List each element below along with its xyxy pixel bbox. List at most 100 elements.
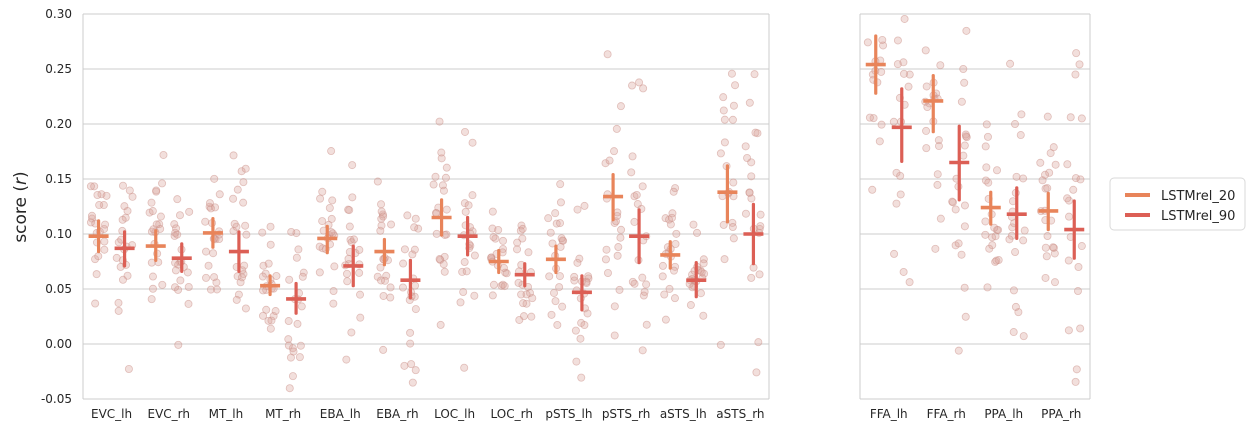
subject-point-LSTMrel_90-FFA_lh [905, 70, 914, 79]
subject-point-LSTMrel_20-FFA_lh [868, 185, 877, 194]
subject-point-LSTMrel_90-EVC_lh [119, 181, 128, 190]
subject-point-LSTMrel_90-PPA_rh [1077, 114, 1086, 123]
subject-point-LSTMrel_20-MT_rh [259, 311, 268, 320]
x-tick-label-FFA_lh: FFA_lh [870, 407, 908, 421]
x-tick-label-EBA_rh: EBA_rh [376, 407, 418, 421]
subject-point-LSTMrel_20-LOC_lh [431, 172, 440, 181]
subject-point-LSTMrel_20-PPA_lh [988, 241, 997, 250]
subject-point-LSTMrel_90-EBA_lh [348, 193, 357, 202]
subject-point-LSTMrel_90-FFA_lh [899, 267, 908, 276]
subject-point-LSTMrel_90-aSTS_rh [745, 98, 754, 107]
subject-point-LSTMrel_90-FFA_rh [957, 97, 966, 106]
subject-point-LSTMrel_90-LOC_rh [513, 245, 522, 254]
subject-point-LSTMrel_90-aSTS_lh [697, 268, 706, 277]
marks-layer [88, 34, 1085, 315]
subject-point-LSTMrel_20-MT_lh [205, 199, 214, 208]
subject-point-LSTMrel_20-pSTS_lh [544, 214, 553, 223]
subject-point-LSTMrel_20-pSTS_lh [546, 228, 555, 237]
subject-point-LSTMrel_20-PPA_lh [982, 163, 991, 172]
subject-point-LSTMrel_90-FFA_lh [900, 14, 909, 23]
subject-point-LSTMrel_20-pSTS_rh [614, 243, 623, 252]
subject-point-LSTMrel_90-PPA_rh [1075, 60, 1084, 69]
subject-point-LSTMrel_90-LOC_rh [517, 290, 526, 299]
subject-point-LSTMrel_20-FFA_lh [877, 120, 886, 129]
subject-point-LSTMrel_90-EVC_lh [118, 275, 127, 284]
subject-point-LSTMrel_20-aSTS_rh [727, 69, 736, 78]
subject-point-LSTMrel_90-FFA_lh [905, 278, 914, 287]
subject-point-LSTMrel_90-PPA_lh [1011, 120, 1020, 129]
subject-point-LSTMrel_20-PPA_rh [1041, 170, 1050, 179]
subject-point-LSTMrel_90-aSTS_lh [689, 220, 698, 229]
subject-point-LSTMrel_20-FFA_rh [921, 46, 930, 55]
subject-point-LSTMrel_20-PPA_rh [1043, 232, 1052, 241]
subject-point-LSTMrel_20-pSTS_rh [602, 245, 611, 254]
subject-point-LSTMrel_20-EBA_lh [318, 187, 327, 196]
subject-point-LSTMrel_20-MT_lh [210, 174, 219, 183]
subject-point-LSTMrel_20-EVC_lh [93, 191, 102, 200]
subject-point-LSTMrel_20-FFA_rh [934, 136, 943, 145]
subject-point-LSTMrel_90-MT_lh [239, 178, 248, 187]
subject-point-LSTMrel_90-PPA_rh [1077, 242, 1086, 251]
subject-point-LSTMrel_90-PPA_rh [1071, 174, 1080, 183]
subject-point-LSTMrel_90-pSTS_lh [580, 201, 589, 210]
subject-point-LSTMrel_90-MT_lh [232, 295, 241, 304]
subject-point-LSTMrel_20-pSTS_rh [605, 156, 614, 165]
subject-point-LSTMrel_20-aSTS_rh [716, 340, 725, 349]
subject-point-LSTMrel_90-PPA_rh [1069, 185, 1078, 194]
subject-point-LSTMrel_90-pSTS_rh [635, 78, 644, 87]
subject-point-LSTMrel_90-PPA_rh [1073, 287, 1082, 296]
subject-point-LSTMrel_20-MT_lh [211, 203, 220, 212]
subject-point-LSTMrel_90-EBA_rh [406, 339, 415, 348]
subject-point-LSTMrel_90-PPA_rh [1064, 256, 1073, 265]
grid-layer [83, 13, 1090, 400]
subject-point-LSTMrel_90-MT_lh [230, 219, 239, 228]
subject-point-LSTMrel_20-EVC_rh [147, 198, 156, 207]
subject-point-LSTMrel_90-EBA_rh [403, 211, 412, 220]
subject-point-LSTMrel_90-aSTS_rh [754, 338, 763, 347]
subject-point-LSTMrel_90-FFA_rh [961, 312, 970, 321]
subject-point-LSTMrel_20-PPA_lh [983, 283, 992, 292]
subject-point-LSTMrel_20-aSTS_lh [658, 261, 667, 270]
y-tick-label-2: 0.05 [45, 282, 72, 296]
y-tick-label-1: 0.00 [45, 337, 72, 351]
subject-point-LSTMrel_20-EBA_lh [329, 299, 338, 308]
subject-point-LSTMrel_20-FFA_rh [923, 102, 932, 111]
subject-point-LSTMrel_90-aSTS_lh [686, 301, 695, 310]
subject-point-LSTMrel_90-pSTS_rh [642, 280, 651, 289]
subject-point-LSTMrel_20-FFA_lh [877, 67, 886, 76]
subject-point-LSTMrel_20-pSTS_lh [551, 297, 560, 306]
subject-point-LSTMrel_20-EBA_rh [373, 177, 382, 186]
subject-point-LSTMrel_20-aSTS_rh [728, 218, 737, 227]
subject-point-LSTMrel_90-PPA_rh [1076, 324, 1085, 333]
subject-point-LSTMrel_90-FFA_rh [960, 141, 969, 150]
subject-point-LSTMrel_90-EBA_rh [411, 214, 420, 223]
subject-point-LSTMrel_20-PPA_lh [981, 142, 990, 151]
subject-point-LSTMrel_20-pSTS_lh [545, 272, 554, 281]
subject-point-LSTMrel_20-LOC_rh [494, 225, 503, 234]
subject-point-LSTMrel_90-EBA_lh [347, 328, 356, 337]
subject-point-LSTMrel_90-PPA_lh [1019, 332, 1028, 341]
subject-point-LSTMrel_20-LOC_rh [488, 291, 497, 300]
subject-point-LSTMrel_20-MT_rh [266, 222, 275, 231]
subject-point-LSTMrel_90-EVC_rh [185, 207, 194, 216]
subject-point-LSTMrel_20-FFA_rh [931, 244, 940, 253]
subject-point-LSTMrel_90-EVC_rh [170, 220, 179, 229]
subject-point-LSTMrel_20-PPA_rh [1045, 168, 1054, 177]
subject-point-LSTMrel_90-FFA_lh [890, 249, 899, 258]
subject-point-LSTMrel_90-aSTS_rh [750, 70, 759, 79]
subject-point-LSTMrel_20-EVC_lh [94, 252, 103, 261]
subject-point-LSTMrel_20-PPA_lh [981, 217, 990, 226]
subject-point-LSTMrel_20-EBA_rh [386, 283, 395, 292]
subject-point-LSTMrel_20-FFA_lh [875, 137, 884, 146]
subject-point-LSTMrel_90-PPA_rh [1076, 175, 1085, 184]
subject-point-LSTMrel_20-pSTS_lh [556, 180, 565, 189]
subject-point-LSTMrel_20-FFA_rh [936, 61, 945, 70]
x-tick-label-LOC_rh: LOC_rh [491, 407, 533, 421]
subject-point-LSTMrel_20-aSTS_lh [669, 187, 678, 196]
subject-point-LSTMrel_90-PPA_rh [1063, 160, 1072, 169]
subject-point-LSTMrel_90-MT_rh [297, 302, 306, 311]
subject-point-LSTMrel_20-aSTS_lh [661, 315, 670, 324]
subject-point-LSTMrel_20-pSTS_rh [610, 147, 619, 156]
subject-point-LSTMrel_20-EVC_rh [159, 150, 168, 159]
x-tick-label-pSTS_rh: pSTS_rh [602, 407, 651, 421]
